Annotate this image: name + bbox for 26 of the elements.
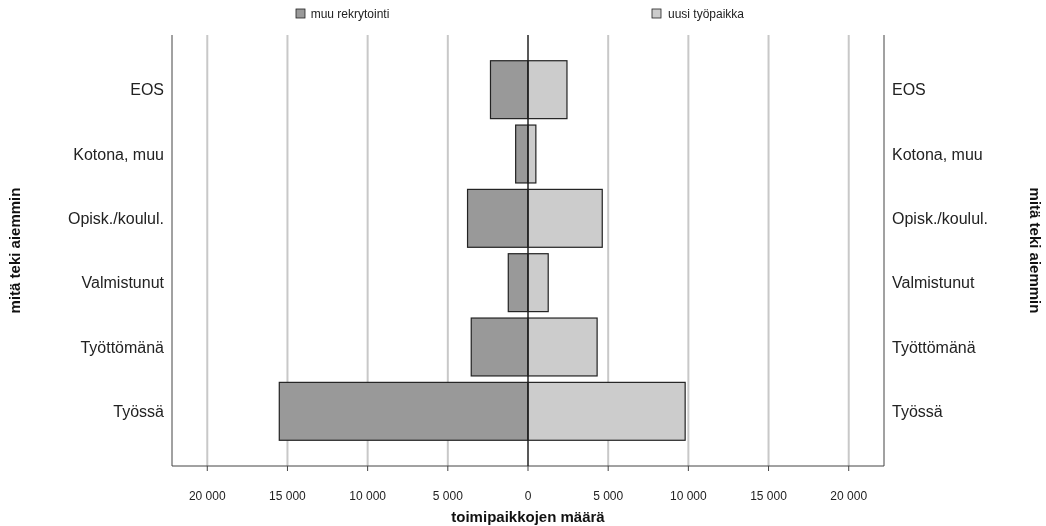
y-tick-label: Opisk./koulul. (67, 209, 164, 227)
y-tick-label: Työssä (113, 402, 165, 420)
x-tick-label: 20 000 (830, 489, 868, 503)
category-label: Valmistunut (892, 274, 975, 292)
y-tick-label: EOS (130, 81, 164, 99)
category-label: Kotona, muu (892, 145, 983, 163)
x-tick-label: 15 000 (750, 489, 788, 503)
y-tick-label: Valmistunut (81, 274, 165, 292)
category-label: EOS (892, 81, 926, 99)
category-label: Työttömänä (892, 338, 976, 356)
legend-label: muu rekrytointi (310, 7, 390, 21)
text: mitä teki aiemmin (1027, 187, 1044, 314)
x-tick-label: 0 (524, 489, 532, 503)
y-tick-label: Kotona, muu (73, 145, 164, 163)
y-tick-label: Työttömänä (80, 338, 165, 356)
category-label: Opisk./koulul. (892, 209, 989, 227)
x-tick-label: 10 000 (349, 489, 387, 503)
x-axis-title: toimipaikkojen määrä (451, 508, 606, 525)
x-tick-label: 5 000 (593, 489, 624, 503)
y-axis-title: mitä teki aiemmin (6, 187, 23, 314)
legend-label: uusi työpaikka (667, 7, 745, 21)
x-tick-label: 15 000 (269, 489, 307, 503)
category-label: Työssä (892, 402, 943, 420)
x-tick-label: 5 000 (432, 489, 464, 503)
x-tick-label: 10 000 (670, 489, 708, 503)
x-tick-label: 20 000 (188, 489, 226, 503)
